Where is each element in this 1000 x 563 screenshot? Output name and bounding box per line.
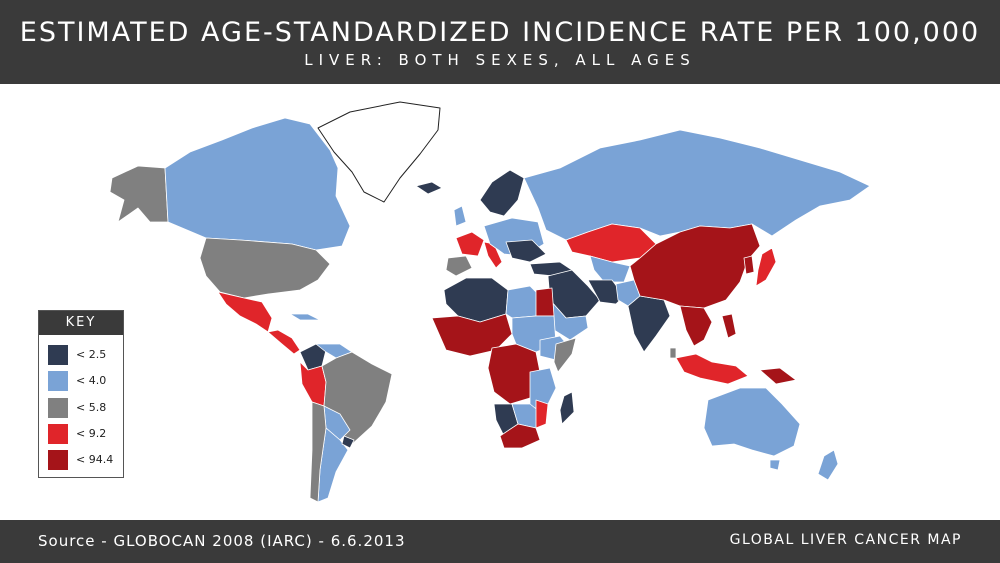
legend-swatch [48, 424, 68, 444]
map-region-india [627, 295, 671, 353]
map-region-west-north-africa [443, 277, 509, 323]
map-region-chile [309, 401, 327, 503]
legend-label: < 5.8 [76, 401, 107, 414]
map-region-scandinavia [479, 169, 525, 217]
map-region-australia [703, 387, 801, 457]
map-region-greenland [317, 101, 441, 203]
map-region-png [759, 367, 797, 385]
legend-swatch [48, 398, 68, 418]
world-map [109, 101, 871, 503]
map-region-central-america [267, 329, 301, 355]
footer-bar: Source - GLOBOCAN 2008 (IARC) - 6.6.2013… [0, 520, 1000, 563]
source-text: Source - GLOBOCAN 2008 (IARC) - 6.6.2013 [38, 532, 406, 550]
legend-swatch [48, 450, 68, 470]
map-region-uruguay [341, 435, 355, 449]
map-region-somalia [553, 337, 577, 373]
map-region-south-africa [499, 423, 541, 449]
map-region-egypt [535, 287, 555, 317]
chart-subtitle: LIVER: BOTH SEXES, ALL AGES [304, 51, 696, 69]
legend-label: < 9.2 [76, 427, 107, 440]
header-bar: ESTIMATED AGE-STANDARDIZED INCIDENCE RAT… [0, 0, 1000, 84]
map-region-southeast-asia [679, 305, 713, 347]
map-region-colombia [299, 343, 327, 371]
map-region-indonesia [675, 353, 749, 385]
map-region-russia [523, 129, 871, 241]
legend-label: < 2.5 [76, 348, 107, 361]
map-region-france [455, 231, 485, 257]
legend-label: < 94.4 [76, 453, 114, 466]
map-region-alaska [109, 165, 169, 223]
map-region-philippines [721, 313, 737, 339]
map-region-peru [299, 361, 327, 407]
map-region-usa [199, 237, 331, 299]
map-region-iceland [415, 181, 443, 195]
map-region-libya [505, 285, 541, 319]
map-title: GLOBAL LIVER CANCER MAP [729, 532, 962, 548]
legend-title: KEY [39, 311, 123, 335]
map-region-balkans [505, 239, 547, 263]
map-region-uk [453, 205, 467, 227]
map-region-japan [755, 247, 777, 287]
legend-swatch [48, 371, 68, 391]
map-region-east-africa [529, 367, 557, 409]
map-region-china-mongolia [629, 223, 761, 309]
map-region-new-zealand [817, 449, 839, 481]
legend-swatch [48, 345, 68, 365]
legend-label: < 4.0 [76, 374, 107, 387]
map-region-mozambique [535, 399, 549, 429]
map-region-spain [445, 255, 473, 277]
chart-title: ESTIMATED AGE-STANDARDIZED INCIDENCE RAT… [19, 17, 981, 48]
map-region-cuba [289, 313, 321, 321]
map-region-madagascar [559, 391, 575, 425]
map-region-canada [164, 117, 351, 251]
map-region-sri-lanka [669, 347, 677, 359]
legend: KEY < 2.5 < 4.0 < 5.8 < 9.2 < 94.4 [38, 310, 124, 478]
map-region-mexico [217, 291, 273, 333]
map-region-tasmania [769, 459, 781, 471]
map-region-korea [743, 255, 755, 275]
